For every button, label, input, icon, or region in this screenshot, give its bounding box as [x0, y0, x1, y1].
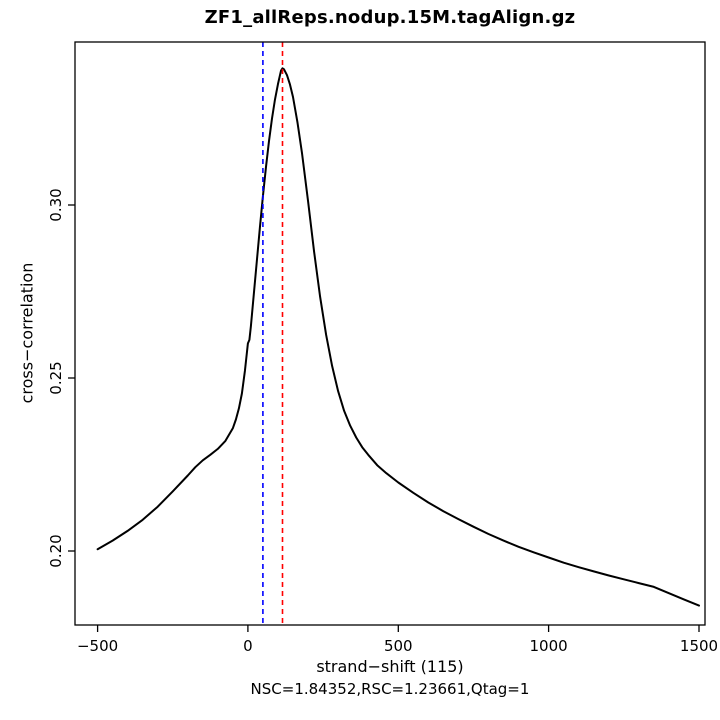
x-tick-label: 1500 [680, 637, 718, 655]
chart-title: ZF1_allReps.nodup.15M.tagAlign.gz [204, 7, 576, 28]
x-tick-label: 0 [243, 637, 253, 655]
x-tick-label: 500 [384, 637, 413, 655]
plot-border [74, 41, 706, 626]
y-tick-label: 0.25 [47, 361, 65, 394]
x-tick-label: −500 [77, 637, 118, 655]
stats-subtitle: NSC=1.84352,RSC=1.23661,Qtag=1 [250, 680, 530, 698]
x-axis-label: strand−shift (115) [316, 657, 464, 676]
x-tick-label: 1000 [530, 637, 568, 655]
crosscorr-curve [96, 67, 700, 607]
y-tick-label: 0.30 [47, 188, 65, 221]
y-tick-label: 0.20 [47, 534, 65, 567]
